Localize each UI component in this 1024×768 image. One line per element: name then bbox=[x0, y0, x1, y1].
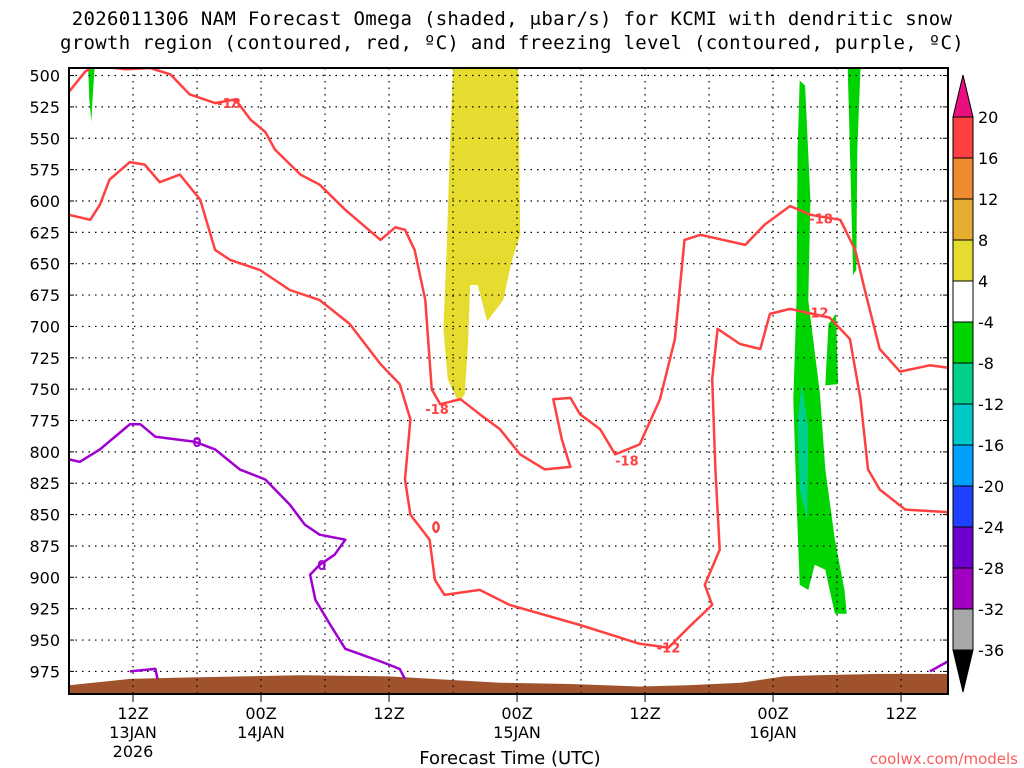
omega-minus4-to-minus8-region bbox=[847, 68, 861, 275]
y-tick-label: 675 bbox=[29, 286, 60, 305]
y-tick-label: 775 bbox=[29, 412, 60, 431]
x-tick-label: 16JAN bbox=[749, 723, 797, 742]
y-tick-label: 850 bbox=[29, 506, 60, 525]
x-tick-label: 15JAN bbox=[493, 723, 541, 742]
contour-label: 0 bbox=[192, 436, 201, 451]
y-tick-label: 625 bbox=[29, 223, 60, 242]
contour-label: -18 bbox=[425, 403, 449, 418]
colorbar-swatch bbox=[952, 485, 974, 528]
credit-text: coolwx.com/models bbox=[870, 750, 1018, 768]
omega-4-to-8-region bbox=[443, 68, 521, 402]
colorbar-over-arrow bbox=[952, 74, 974, 118]
colorbar-label: 16 bbox=[978, 149, 998, 168]
x-tick-label: 13JAN bbox=[109, 723, 157, 742]
colorbar-label: 20 bbox=[978, 108, 998, 127]
colorbar-label: -16 bbox=[978, 436, 1004, 455]
omega-minus4-to-minus8-region bbox=[825, 313, 839, 386]
colorbar-under-arrow bbox=[952, 649, 974, 693]
colorbar-swatch bbox=[952, 198, 974, 241]
y-tick-label: 925 bbox=[29, 600, 60, 619]
colorbar-swatch bbox=[952, 444, 974, 487]
x-tick-label: 00Z bbox=[757, 704, 788, 723]
x-tick-label: 00Z bbox=[245, 704, 276, 723]
colorbar-label: -24 bbox=[978, 518, 1004, 537]
contour-label: -18 bbox=[809, 213, 833, 228]
colorbar-swatch bbox=[952, 239, 974, 282]
omega-minus4-to-minus8-region bbox=[793, 80, 847, 614]
plot-frame bbox=[68, 67, 949, 695]
colorbar-label: -28 bbox=[978, 559, 1004, 578]
y-tick-label: 500 bbox=[29, 67, 60, 86]
x-tick-label: 12Z bbox=[117, 704, 148, 723]
colorbar-label: -36 bbox=[978, 641, 1004, 660]
y-tick-label: 650 bbox=[29, 255, 60, 274]
contour-label: 0 bbox=[431, 521, 440, 536]
contour-label: -12 bbox=[657, 642, 681, 657]
chart-title-line1: 2026011306 NAM Forecast Omega (shaded, μ… bbox=[71, 8, 953, 30]
colorbar-swatch bbox=[952, 362, 974, 405]
x-tick-label: 12Z bbox=[373, 704, 404, 723]
colorbar-label: 4 bbox=[978, 272, 988, 291]
contour-label-layer: -18 -18 -18 -18 -12 -12 0 0 0 bbox=[192, 97, 833, 657]
y-tick-label: 600 bbox=[29, 192, 60, 211]
y-tick-label: 800 bbox=[29, 443, 60, 462]
freezing-level-0-contour bbox=[129, 667, 159, 680]
y-tick-label: 525 bbox=[29, 98, 60, 117]
colorbar-swatch bbox=[952, 321, 974, 364]
y-tick-label: 550 bbox=[29, 129, 60, 148]
x-tick-label: 00Z bbox=[501, 704, 532, 723]
colorbar-swatch bbox=[952, 116, 974, 159]
x-axis-title: Forecast Time (UTC) bbox=[419, 748, 600, 768]
colorbar-label: -8 bbox=[978, 354, 994, 373]
freezing-level-0-contour bbox=[929, 660, 948, 673]
axes-layer: 500 525 550 575 600 625 650 675 700 725 750 775 800 8… bbox=[29, 67, 948, 761]
x-tick-label: 12Z bbox=[629, 704, 660, 723]
colorbar-label: 12 bbox=[978, 190, 998, 209]
colorbar-label: -4 bbox=[978, 313, 994, 332]
freezing-level-0-contour bbox=[69, 423, 407, 680]
contour-label: -12 bbox=[805, 307, 829, 322]
colorbar-swatch bbox=[952, 526, 974, 569]
y-tick-label: 975 bbox=[29, 662, 60, 681]
y-tick-label: 825 bbox=[29, 474, 60, 493]
terrain-layer bbox=[69, 673, 948, 694]
omega-minus4-to-minus8-region bbox=[88, 68, 95, 122]
y-tick-label: 875 bbox=[29, 537, 60, 556]
contour-label: 0 bbox=[317, 559, 326, 574]
colorbar-swatch bbox=[952, 608, 974, 651]
colorbar-label: -20 bbox=[978, 477, 1004, 496]
contour-layer bbox=[69, 68, 948, 680]
y-tick-label: 575 bbox=[29, 161, 60, 180]
colorbar-swatch bbox=[952, 157, 974, 200]
dgz-0-small-contour bbox=[432, 521, 440, 534]
contour-label: -18 bbox=[217, 97, 241, 112]
colorbar-label: -12 bbox=[978, 395, 1004, 414]
y-tick-label: 950 bbox=[29, 631, 60, 650]
omega-minus8-to-minus12-region bbox=[797, 384, 809, 520]
contour-label: -18 bbox=[615, 455, 639, 470]
x-tick-label: 14JAN bbox=[237, 723, 285, 742]
y-tick-label: 900 bbox=[29, 568, 60, 587]
colorbar-label: -32 bbox=[978, 600, 1004, 619]
shaded-omega-layer bbox=[88, 68, 861, 614]
terrain-fill bbox=[69, 673, 948, 694]
dgz-minus18-contour bbox=[69, 68, 948, 471]
colorbar-label: 8 bbox=[978, 231, 988, 250]
grid-layer bbox=[69, 68, 948, 694]
y-tick-label: 725 bbox=[29, 349, 60, 368]
colorbar-swatch bbox=[952, 280, 974, 323]
dgz-minus12-contour bbox=[69, 160, 948, 649]
y-tick-label: 750 bbox=[29, 380, 60, 399]
x-tick-label: 12Z bbox=[885, 704, 916, 723]
x-tick-label: 2026 bbox=[113, 742, 154, 761]
colorbar-swatch bbox=[952, 403, 974, 446]
y-tick-label: 700 bbox=[29, 317, 60, 336]
colorbar-swatch bbox=[952, 567, 974, 610]
chart-title-line2: growth region (contoured, red, ºC) and f… bbox=[60, 32, 964, 54]
colorbar: 20 16 12 8 4 -4 -8 -12 -16 -20 -24 -28 -32 -36 bbox=[952, 74, 1004, 693]
